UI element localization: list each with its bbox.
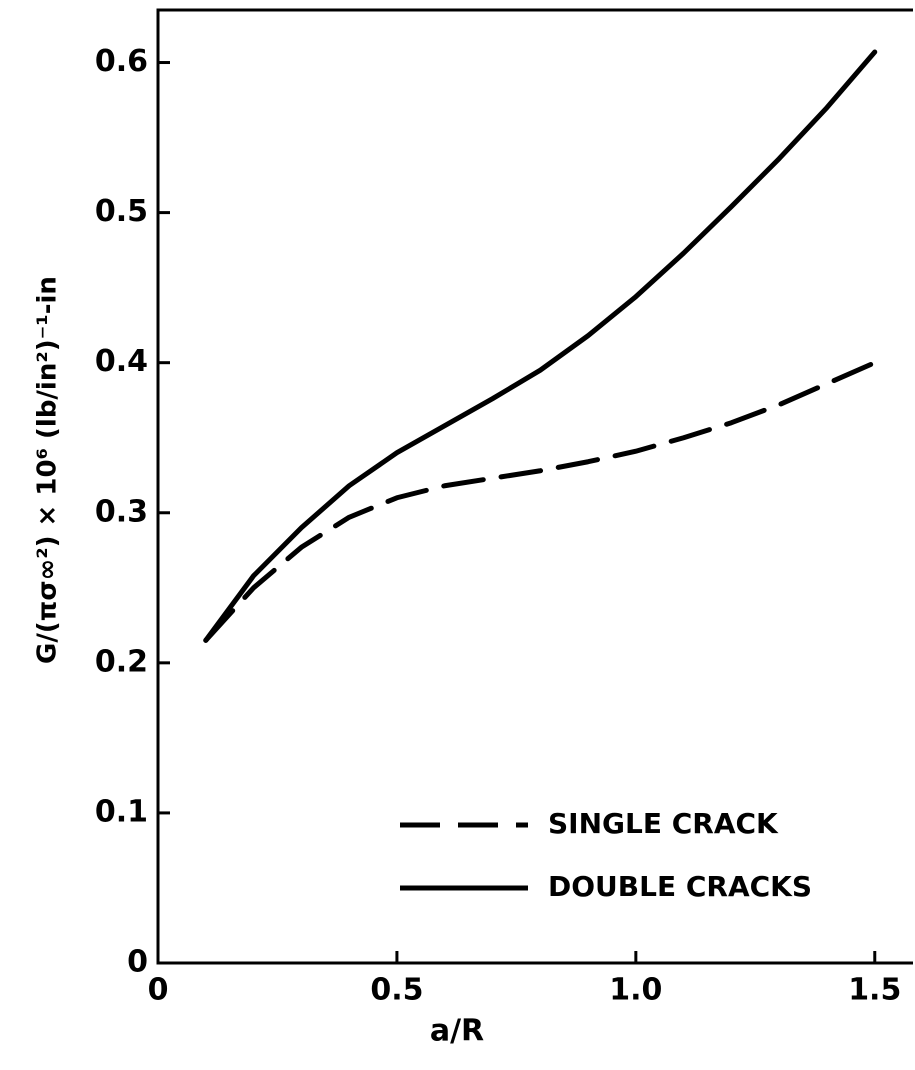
x-axis-label: a/R (430, 1014, 484, 1049)
x-tick-label: 0.5 (370, 973, 423, 1008)
y-tick-label: 0.3 (95, 494, 148, 529)
legend-label: DOUBLE CRACKS (548, 870, 812, 903)
legend-label: SINGLE CRACK (548, 807, 779, 840)
y-tick-label: 0.5 (95, 194, 148, 229)
y-tick-label: 0.6 (95, 44, 148, 79)
y-tick-label: 0.2 (95, 644, 148, 679)
y-tick-label: 0.4 (95, 344, 148, 379)
plot-frame (156, 8, 913, 965)
series-line (203, 360, 878, 643)
x-tick-label: 0 (148, 973, 169, 1008)
x-tick-label: 1.0 (609, 973, 662, 1008)
y-tick-label: 0 (127, 945, 148, 980)
y-axis-label: G/(πσ∞²) × 10⁶ (lb/in²)⁻¹-in (33, 276, 63, 664)
x-tick-label: 1.5 (848, 973, 901, 1008)
y-tick-label: 0.1 (95, 794, 148, 829)
series-line (203, 49, 878, 643)
